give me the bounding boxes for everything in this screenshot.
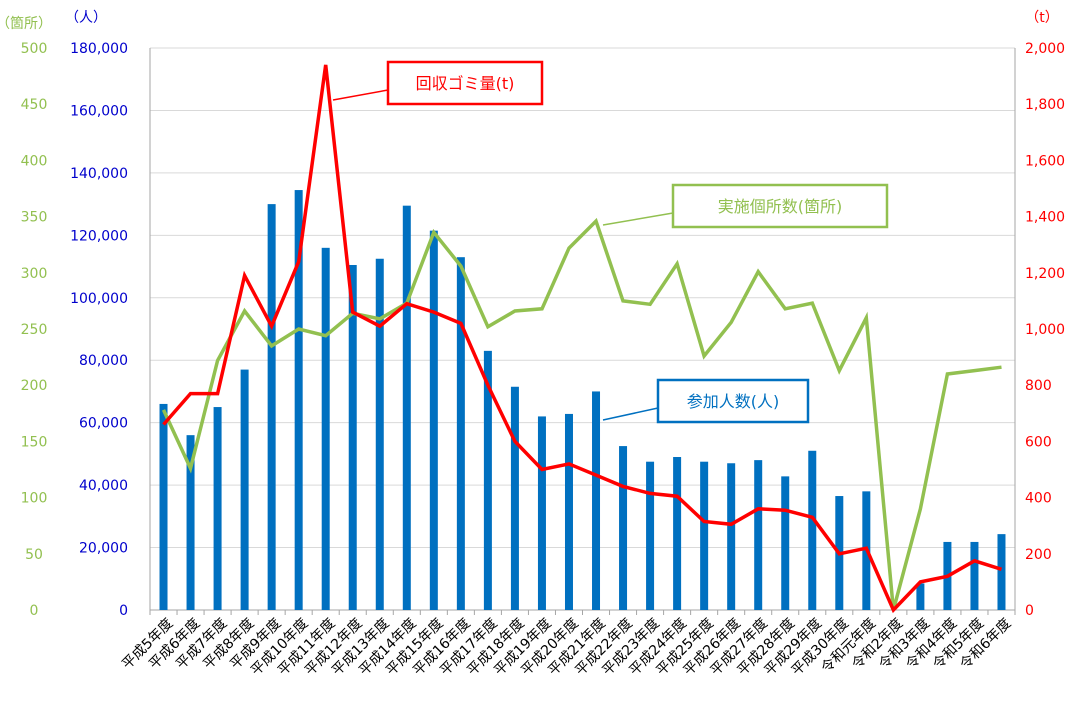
callout-label-sites: 実施個所数(箇所) xyxy=(718,197,843,216)
bar xyxy=(213,407,222,610)
sites-axis: （箇所） 0 50 100 150 200 250 300 350 400 450 500 xyxy=(0,15,52,619)
bar xyxy=(646,461,655,610)
line-series xyxy=(161,64,1003,614)
bar xyxy=(483,350,492,610)
bar xyxy=(294,190,303,611)
bar xyxy=(429,230,438,610)
garbage-tick-label: 1,800 xyxy=(1025,97,1065,113)
garbage-tick-label: 0 xyxy=(1025,603,1034,619)
participants-axis: （人） 0 20,000 40,000 60,000 80,000 100,000 120,… xyxy=(65,10,128,619)
participants-tick-label: 0 xyxy=(119,603,128,619)
participants-tick-label: 140,000 xyxy=(70,166,128,182)
garbage-tick-label: 400 xyxy=(1025,491,1052,507)
garbage-axis: （t） 0 200 400 600 800 1,000 1,200 1,400 1,600 1,8… xyxy=(1025,10,1065,619)
sites-tick-label: 450 xyxy=(21,97,48,113)
bar xyxy=(997,534,1006,610)
garbage-tick-label: 1,000 xyxy=(1025,322,1065,338)
participants-tick-label: 40,000 xyxy=(79,478,128,494)
sites-tick-label: 0 xyxy=(30,603,39,619)
bar xyxy=(267,204,276,610)
sites-tick-label: 150 xyxy=(21,434,48,450)
sites-tick-label: 400 xyxy=(21,153,48,169)
garbage-tick-label: 800 xyxy=(1025,378,1052,394)
bar xyxy=(510,386,519,610)
bar xyxy=(970,541,979,610)
participants-tick-label: 160,000 xyxy=(70,103,128,119)
bar xyxy=(321,247,330,611)
garbage-tick-label: 1,200 xyxy=(1025,266,1065,282)
callout-box-garbage xyxy=(386,60,544,106)
participants-tick-label: 60,000 xyxy=(79,416,128,432)
sites-tick-label: 250 xyxy=(21,322,48,338)
garbage-tick-label: 600 xyxy=(1025,434,1052,450)
bar xyxy=(186,435,195,610)
callout-box-participants xyxy=(656,378,810,424)
bar xyxy=(159,403,168,610)
callout-leader-participants xyxy=(602,407,659,421)
sites-tick-label: 300 xyxy=(21,266,48,282)
garbage-tick-label: 2,000 xyxy=(1025,41,1065,57)
bar xyxy=(348,264,357,610)
line-series-garbage xyxy=(162,64,1003,614)
bar xyxy=(456,257,465,610)
sites-tick-label: 50 xyxy=(25,547,43,563)
callout-label-garbage: 回収ゴミ量(t) xyxy=(416,74,515,93)
bar xyxy=(916,583,925,610)
callouts: 回収ゴミ量(t) 実施個所数(箇所) 参加人数(人) xyxy=(332,60,889,424)
sites-tick-label: 500 xyxy=(21,41,48,57)
participants-tick-label: 80,000 xyxy=(79,353,128,369)
garbage-tick-label: 1,600 xyxy=(1025,153,1065,169)
bar xyxy=(240,369,249,610)
callout-leader-sites xyxy=(602,212,674,226)
bar xyxy=(754,460,763,610)
garbage-axis-unit: （t） xyxy=(1025,10,1059,26)
bar xyxy=(592,391,601,610)
gridlines xyxy=(149,47,1016,615)
sites-axis-unit: （箇所） xyxy=(0,15,52,32)
callout-leader-garbage xyxy=(332,89,389,101)
bar xyxy=(402,205,411,610)
sites-tick-label: 350 xyxy=(21,210,48,226)
bar xyxy=(727,463,736,610)
bar-series-participants xyxy=(159,190,1006,611)
bar xyxy=(781,476,790,610)
bar xyxy=(619,446,628,610)
bar xyxy=(673,457,682,610)
participants-tick-label: 180,000 xyxy=(70,41,128,57)
category-axis: 平成5年度平成6年度平成7年度平成8年度平成9年度平成10年度平成11年度平成1… xyxy=(119,616,1014,680)
garbage-tick-label: 200 xyxy=(1025,547,1052,563)
garbage-tick-label: 1,400 xyxy=(1025,210,1065,226)
participants-tick-label: 100,000 xyxy=(70,291,128,307)
bar xyxy=(564,413,573,610)
bar xyxy=(537,416,546,610)
participants-tick-label: 20,000 xyxy=(79,541,128,557)
sites-tick-label: 200 xyxy=(21,378,48,394)
participants-axis-unit: （人） xyxy=(65,10,107,26)
participants-tick-label: 120,000 xyxy=(70,228,128,244)
bar xyxy=(700,461,709,610)
line-series-sites xyxy=(161,217,1002,611)
callout-label-participants: 参加人数(人) xyxy=(687,392,780,411)
bar xyxy=(375,258,384,610)
callout-box-sites xyxy=(671,183,889,229)
bar xyxy=(808,450,817,610)
sites-tick-label: 100 xyxy=(21,491,48,507)
